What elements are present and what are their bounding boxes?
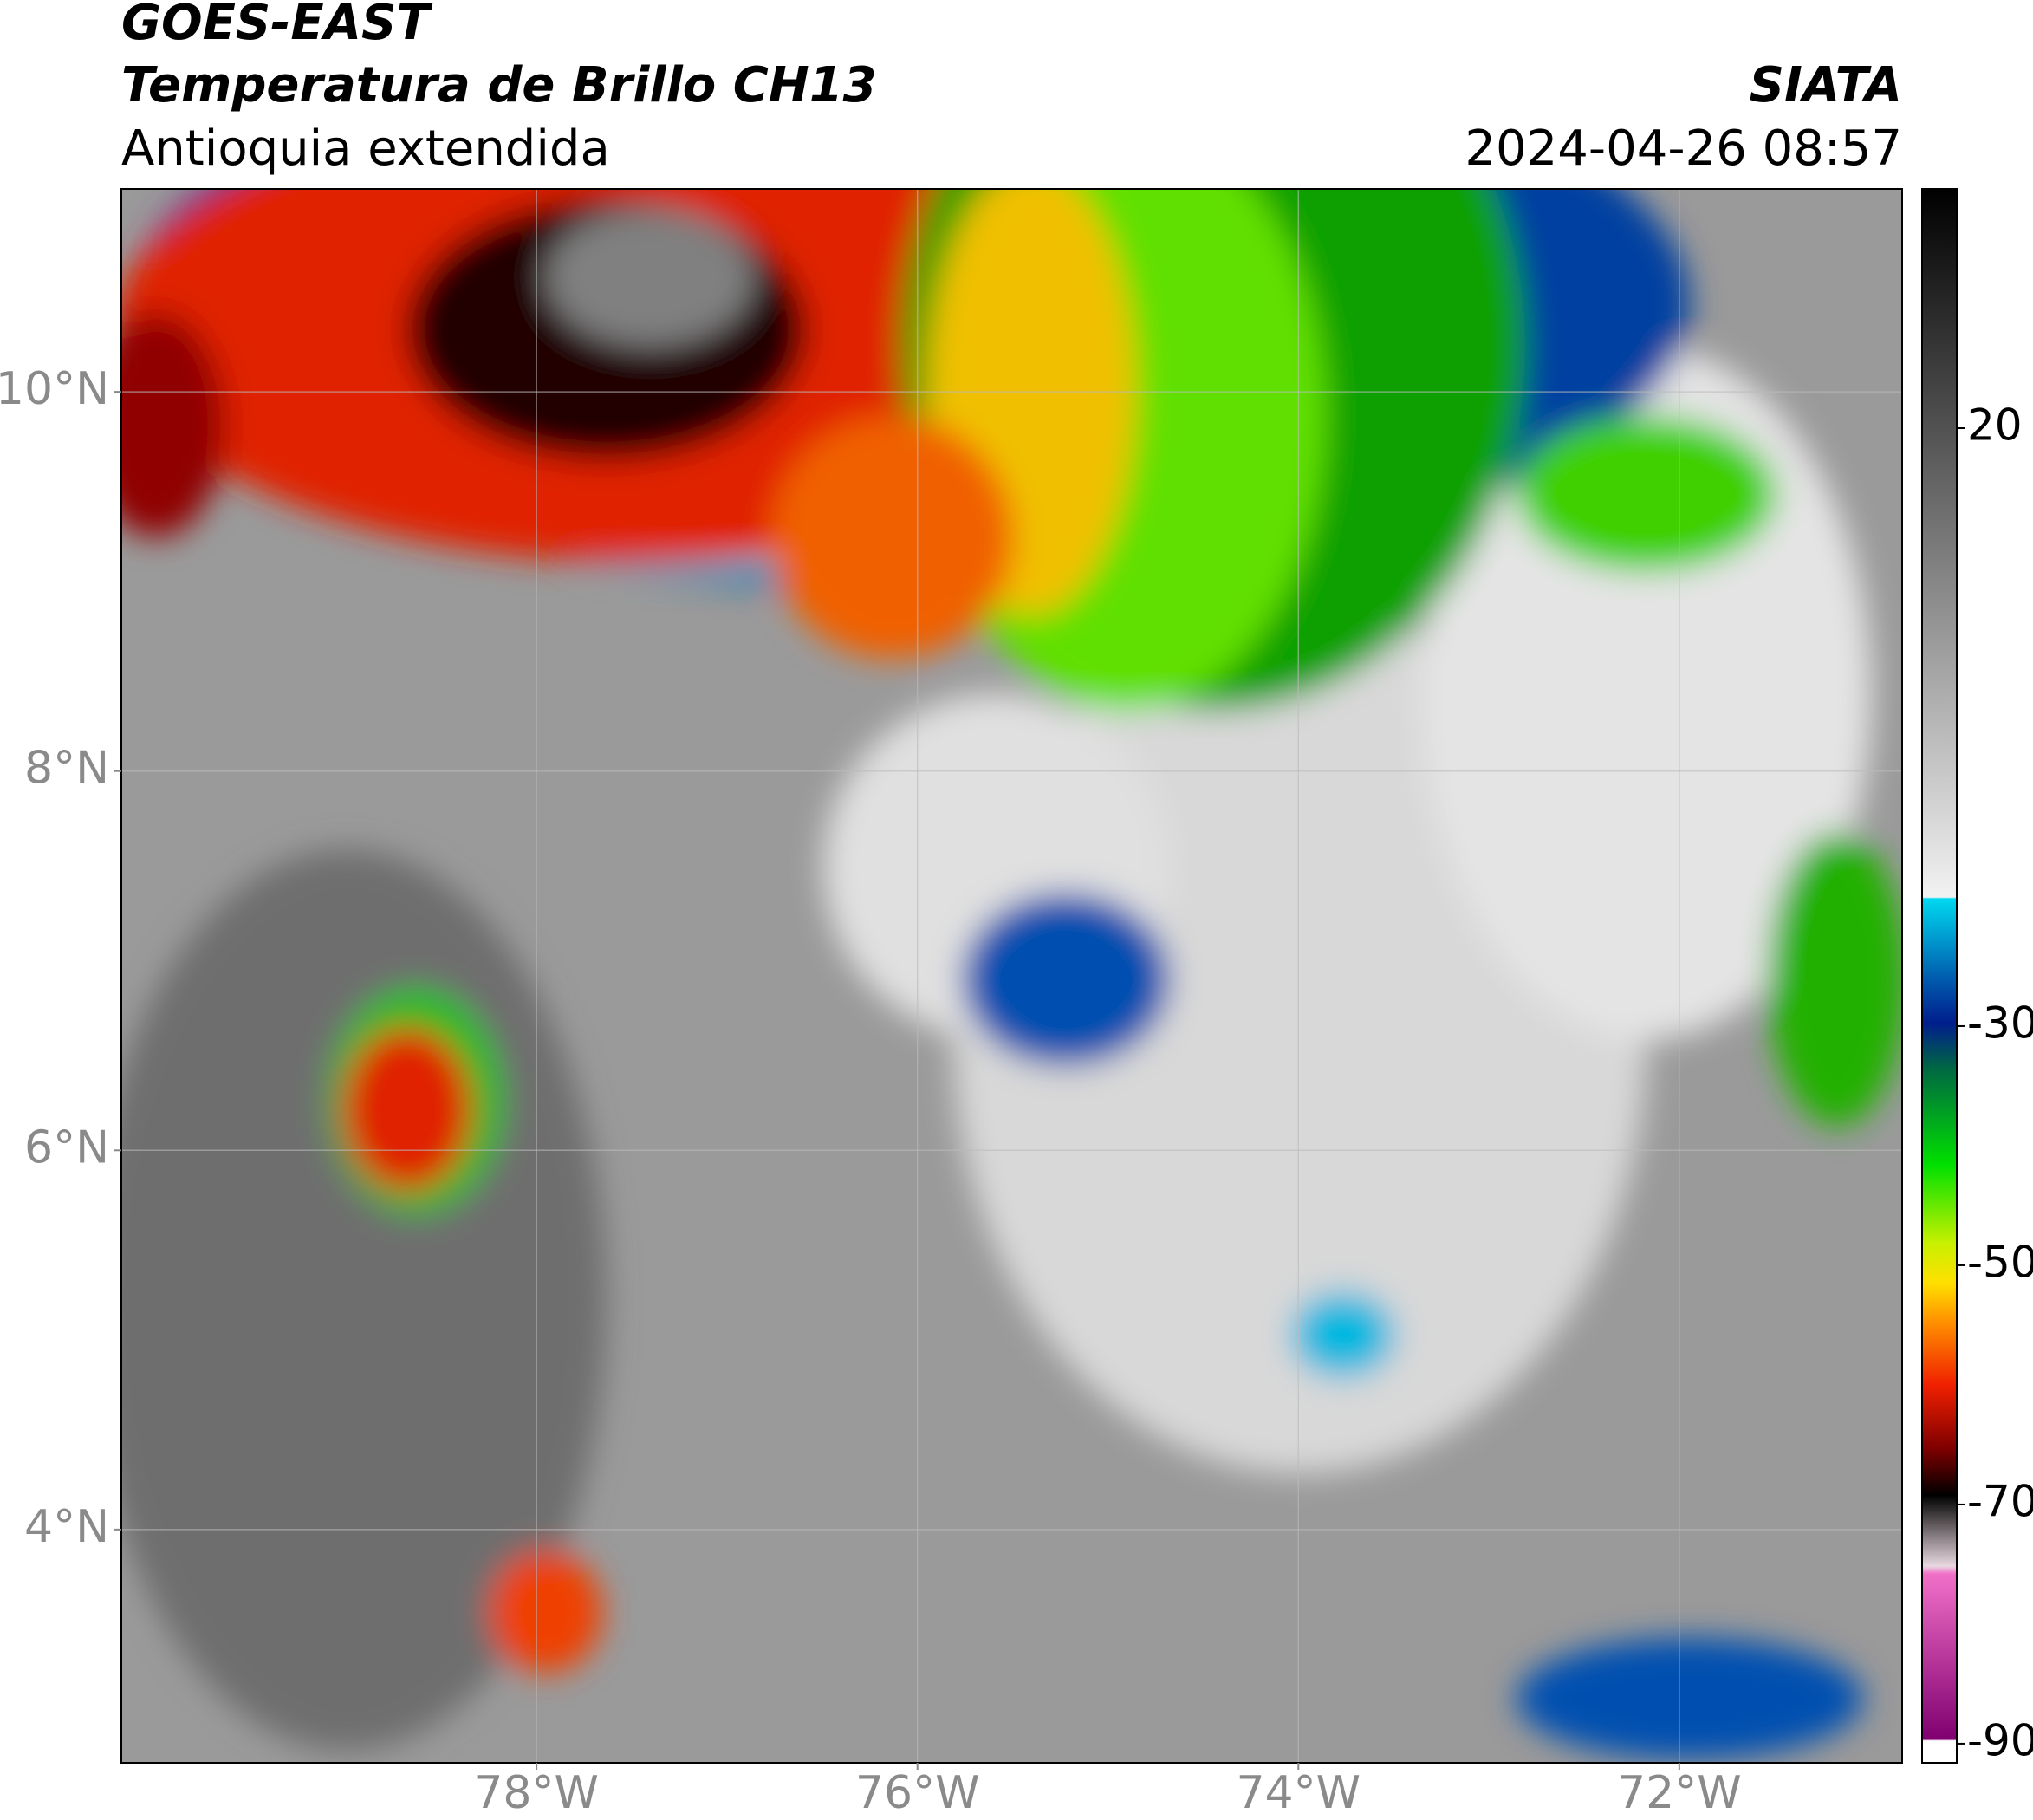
region: Antioquia extendida [121,120,610,177]
colorbar-label: -30 [1967,998,2033,1048]
colorbar-label: -70 [1967,1476,2033,1526]
colorbar-label: -90 [1967,1715,2033,1765]
colorbar [1921,188,1958,1764]
colorbar-label: -50 [1967,1237,2033,1287]
x-tick-label: 74°W [1236,1767,1361,1819]
y-tick-label: 10°N [0,363,109,415]
y-tick-label: 6°N [24,1121,109,1173]
datetime: 2024-04-26 08:57 [1465,120,1902,177]
x-tick-label: 72°W [1617,1767,1742,1819]
y-tick-label: 8°N [24,743,109,795]
satellite-image [121,189,1902,1763]
source: SIATA [1750,57,1902,114]
subtitle: Temperatura de Brillo CH13 [121,57,877,114]
x-tick-label: 76°W [855,1767,980,1819]
map-frame [120,188,1903,1764]
x-tick-label: 78°W [474,1767,599,1819]
y-tick-label: 4°N [24,1501,109,1553]
colorbar-label: 20 [1967,400,2023,450]
title: GOES-EAST [121,0,432,51]
